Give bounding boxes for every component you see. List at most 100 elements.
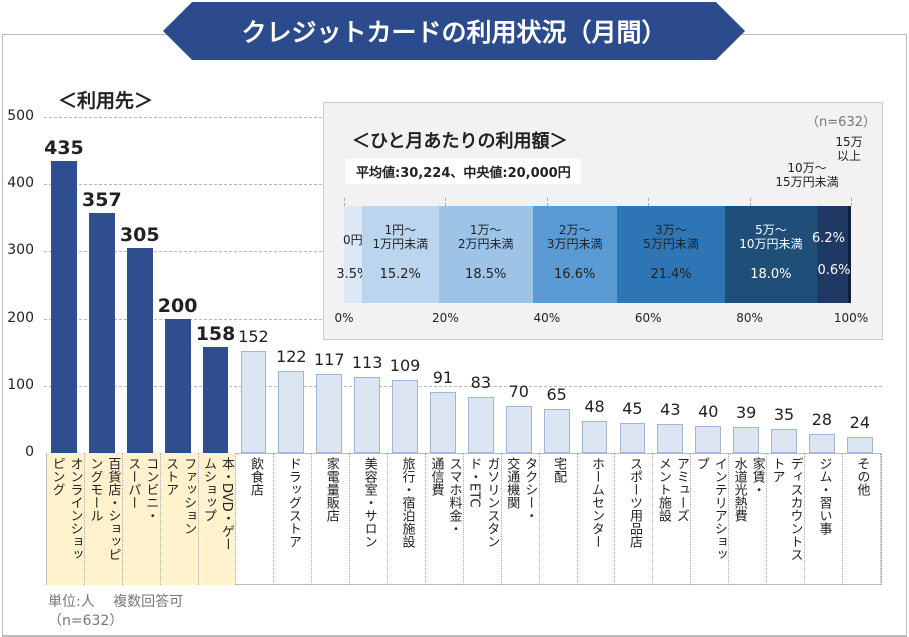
category-cell: 美容室・サロン (350, 453, 389, 585)
category-cell: スマホ料金・ 通信費 (426, 453, 464, 585)
category-cell: 飲食店 (237, 453, 275, 585)
bar-value-label: 117 (313, 350, 345, 370)
y-tick-label: 400 (7, 175, 34, 192)
stacked-segment (847, 206, 851, 303)
category-cell: 旅行・宿泊施設 (388, 453, 426, 585)
stacked-segment (532, 206, 617, 303)
bar-value-label: 65 (546, 385, 567, 405)
segment-percent: 18.0% (750, 267, 792, 282)
bar (809, 434, 835, 453)
segment-label: 10万～ 15万円未満 (775, 161, 839, 189)
category-cell: 百貨店・ショッピ ングモール (84, 453, 123, 585)
category-label: ドラッグストア (285, 457, 301, 548)
bar (619, 422, 646, 453)
title-banner: クレジットカードの利用状況（月間） (163, 2, 745, 60)
bar (657, 424, 684, 453)
category-cell: インテリアショッ プ (691, 453, 730, 585)
bar (51, 160, 77, 453)
bar (846, 436, 873, 453)
x-tick-label: 0% (334, 311, 354, 325)
category-cell: ガソリンスタン ド・ETC (464, 453, 502, 585)
bar-value-label: 40 (698, 402, 719, 422)
bar (316, 374, 343, 453)
x-tick-mark (851, 198, 852, 206)
category-label: 飲食店 (247, 457, 263, 496)
bar-value-label: 91 (432, 367, 454, 387)
usage-chart-title: ＜利用先＞ (58, 90, 154, 112)
bar (354, 377, 381, 453)
category-cell: アミューズ メント施設 (653, 453, 692, 585)
category-cell: スポーツ用品店 (616, 453, 654, 585)
category-label: 本・DVD・ゲー ムショップ (201, 457, 235, 551)
category-label: タクシー・ 交通機関 (504, 457, 538, 522)
stacked-segment (725, 206, 817, 303)
segment-percent: 18.5% (465, 267, 507, 282)
segment-label: 15万 以上 (835, 135, 863, 163)
category-cell: タクシー・ 交通機関 (502, 453, 540, 585)
bar (202, 346, 229, 453)
x-tick-mark (546, 198, 548, 206)
unit-note: 単位:人 複数回答可 （n=632） (48, 593, 183, 631)
category-label: ガソリンスタン ド・ETC (466, 457, 500, 548)
category-label: ファッション ストア (163, 457, 197, 535)
category-cell: 本・DVD・ゲー ムショップ (198, 453, 237, 585)
bar (126, 248, 153, 453)
x-tick-label: 20% (432, 311, 459, 325)
page-title: クレジットカードの利用状況（月間） (241, 18, 667, 47)
category-cell: ジム・習い事 (805, 453, 843, 585)
bar (543, 409, 570, 453)
category-label: 百貨店・ショッピ ングモール (87, 457, 121, 561)
stacked-segment (361, 206, 439, 303)
category-cell: 家賃・ 水道光熱費 (729, 453, 768, 585)
bar-value-label: 122 (276, 347, 307, 367)
segment-percent: 6.2% (812, 231, 846, 246)
bar (392, 379, 418, 453)
x-tick-mark (344, 198, 345, 206)
segment-label: 3万～ 5万円未満 (643, 223, 699, 251)
monthly-amount-inset: （n=632） ＜ひと月あたりの利用額＞ 平均値:30,224、中央値:20,0… (323, 102, 883, 340)
category-label: 家賃・ 水道光熱費 (731, 457, 765, 522)
gridline (44, 385, 882, 387)
stacked-segment (816, 206, 848, 303)
sample-size: （n=632） (48, 613, 124, 629)
segment-percent: 21.4% (650, 267, 692, 282)
category-cell: オンラインショッ ピング (47, 453, 85, 585)
bar-value-label: 200 (157, 294, 198, 317)
x-tick-mark (445, 198, 447, 206)
y-tick-label: 100 (7, 376, 34, 393)
segment-label: 2万～ 3万円未満 (546, 223, 603, 251)
stacked-segment (438, 206, 533, 303)
category-label: オンラインショッ ピング (49, 457, 83, 561)
x-tick-mark (749, 198, 751, 206)
category-label: ジム・習い事 (816, 457, 832, 535)
category-label: 美容室・サロン (361, 457, 377, 548)
bar-value-label: 39 (735, 402, 757, 422)
bar-value-label: 35 (773, 405, 795, 425)
segment-label: 0円 (343, 233, 363, 247)
stacked-segment (616, 206, 726, 303)
inset-sample-size: （n=632） (806, 115, 876, 130)
category-label: ホームセンター (589, 457, 605, 548)
bar (733, 426, 760, 453)
inset-stats: 平均値:30,224、中央値:20,000円 (346, 159, 581, 184)
x-tick-label: 100% (833, 311, 869, 325)
bar-value-label: 45 (622, 398, 643, 418)
x-tick-label: 40% (533, 311, 561, 325)
category-cell: ホームセンター (578, 453, 616, 585)
bar (771, 429, 797, 453)
bar-value-label: 48 (584, 396, 605, 416)
bar (430, 391, 456, 453)
y-tick-label: 0 (25, 444, 34, 460)
category-label: コンビニ・ スーパー (125, 457, 159, 522)
bar (88, 213, 115, 453)
bar-value-label: 152 (238, 326, 269, 346)
y-tick-label: 300 (7, 242, 34, 259)
bar (695, 426, 722, 453)
segment-percent: 16.6% (554, 267, 596, 282)
bar-value-label: 357 (82, 189, 122, 212)
bar-value-label: 70 (508, 381, 529, 401)
category-label: スマホ料金・ 通信費 (428, 457, 462, 535)
bar (278, 371, 305, 453)
bar-value-label: 109 (389, 355, 421, 375)
bar (240, 350, 267, 453)
